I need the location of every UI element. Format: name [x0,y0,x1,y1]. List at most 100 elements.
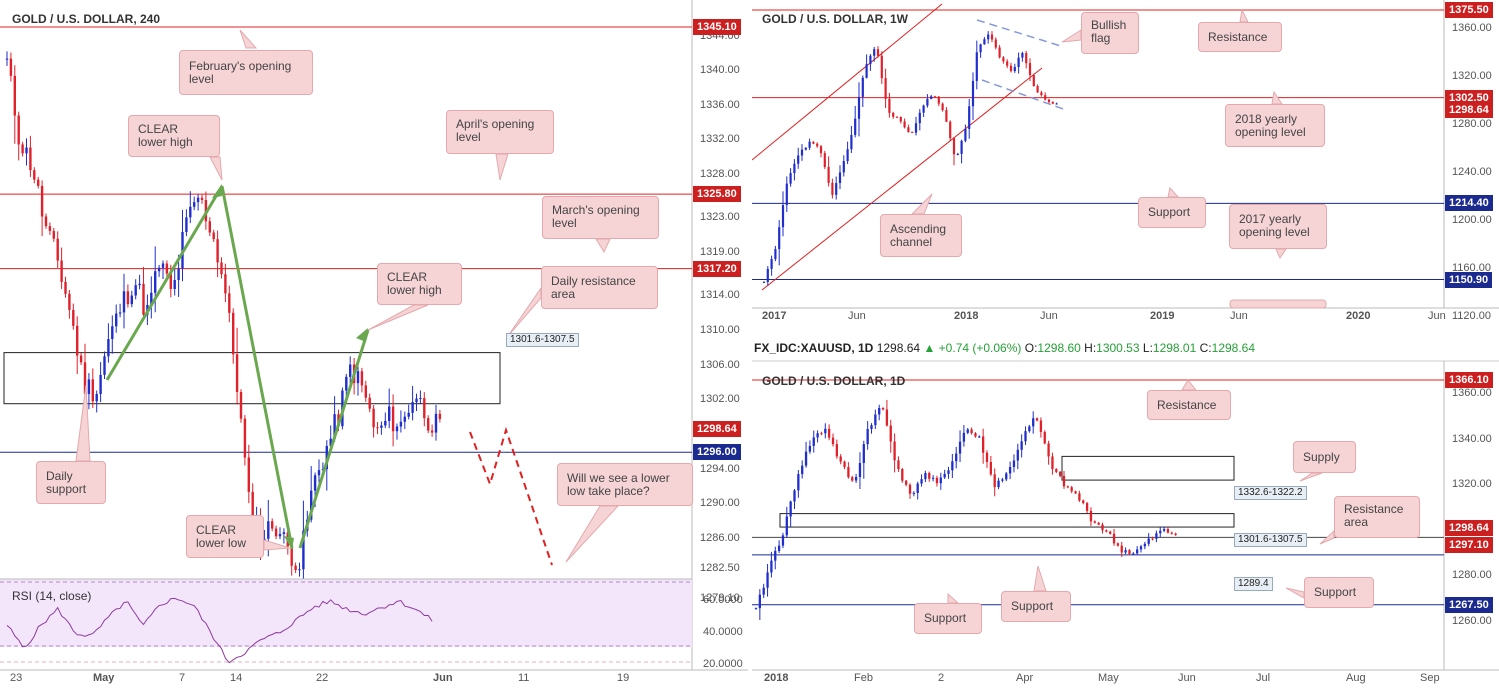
h4-candle [415,398,418,403]
daily-candle [901,469,904,481]
daily-candle [916,483,919,493]
daily-chart-title: GOLD / U.S. DOLLAR, 1D [762,374,906,388]
daily-candle [847,467,850,478]
daily-x-tick-label: 2018 [764,672,789,684]
daily-high-label: H: [1084,341,1097,355]
h4-price-label: 1345.10 [693,19,741,35]
daily-support-level-label: 1289.4 [1234,577,1273,591]
daily-candle [866,428,869,445]
h4-x-tick-label: Jun [433,672,453,684]
weekly-price-label: 1375.50 [1445,2,1493,18]
weekly-candle [911,131,914,133]
daily-open-label: O: [1024,341,1038,355]
h4-y-tick-label: 1340.00 [700,64,740,77]
callout-march-opening: March's opening level [542,196,659,239]
h4-y-tick-label: 1286.00 [700,531,740,544]
weekly-candle [785,183,788,206]
weekly-candle [1021,53,1024,58]
weekly-x-tick-label: 2019 [1150,310,1175,322]
callout-pointer [1299,472,1323,482]
daily-candle [1151,538,1154,540]
daily-candle [862,444,865,463]
weekly-y-tick-label: 1160.00 [1452,261,1491,274]
rsi-tick-label: 40.0000 [703,626,743,638]
daily-candle [1105,530,1108,532]
daily-price-label: 1267.50 [1445,596,1493,613]
h4-green-swing-arrow [105,185,224,381]
h4-candle [282,532,286,534]
weekly-candle [774,249,777,260]
weekly-y-tick-label: 1360.00 [1452,21,1492,34]
h4-candle [313,475,317,491]
weekly-flag-upper [976,19,1065,48]
h4-x-tick-label: 14 [230,672,243,684]
daily-candle [878,407,881,415]
callout-daily-support: Daily support [36,461,106,504]
weekly-candle [960,140,963,154]
daily-candle [839,456,842,462]
daily-candle [1008,466,1012,474]
daily-candle [812,437,815,446]
daily-x-tick-label: Jul [1256,672,1271,684]
h4-candle [310,490,313,520]
callout-pointer [595,238,611,254]
h4-candle [372,408,375,428]
h4-candle [118,312,122,314]
h4-candle [438,413,442,419]
callout-pointer [209,156,223,181]
h4-candle [165,263,169,274]
callout-pointer [239,29,258,49]
daily-candle [1039,420,1043,432]
weekly-candle [778,227,781,250]
daily-x-tick-label: Feb [854,672,873,684]
weekly-candle [945,110,948,122]
h4-candle [384,420,387,426]
weekly-candle [770,259,773,269]
weekly-candle [808,141,811,148]
h4-candle [189,206,192,218]
h4-candle [126,291,130,305]
daily-candle [1139,546,1143,550]
weekly-candle [861,77,864,97]
weekly-candle [766,268,769,282]
weekly-candle [884,78,887,99]
daily-candle [820,433,823,435]
callout-pointer [495,153,509,181]
callout-daily-support-right: Support [1304,577,1374,608]
daily-high: 1300.53 [1096,341,1140,355]
daily-candle [1062,475,1066,487]
h4-candle [60,260,63,282]
h4-candle [138,283,141,286]
daily-candle [804,451,808,466]
h4-daily-resistance-zone [3,352,501,405]
daily-candle [928,472,931,479]
daily-candle [1174,533,1177,535]
rsi-line [6,597,433,664]
h4-candle [48,226,52,231]
daily-x-tick-label: May [1098,672,1119,684]
daily-candle [1128,550,1131,554]
daily-close: 1298.64 [1211,341,1256,355]
h4-candle [391,406,395,432]
callout-april-opening: April's opening level [446,110,554,154]
h4-candle [267,521,270,539]
daily-low-label: L: [1142,341,1153,355]
h4-y-tick-label: 1319.00 [700,246,740,259]
weekly-candle [1025,53,1028,64]
daily-candle [1043,431,1046,444]
weekly-candle [869,55,872,65]
daily-candle [893,441,896,461]
daily-y-tick-label: 1260.00 [1452,614,1492,627]
daily-supply-zone [1061,455,1235,481]
daily-candle [985,452,989,462]
daily-candle [908,484,912,494]
h4-candle [13,75,16,116]
daily-candle [1112,533,1116,544]
weekly-candle [1040,92,1043,96]
daily-candle [758,594,761,609]
daily-candle [874,414,877,426]
weekly-candle [835,183,838,195]
h4-candle [76,325,79,356]
h4-x-tick-label: 19 [617,672,630,684]
daily-candle [797,474,800,491]
